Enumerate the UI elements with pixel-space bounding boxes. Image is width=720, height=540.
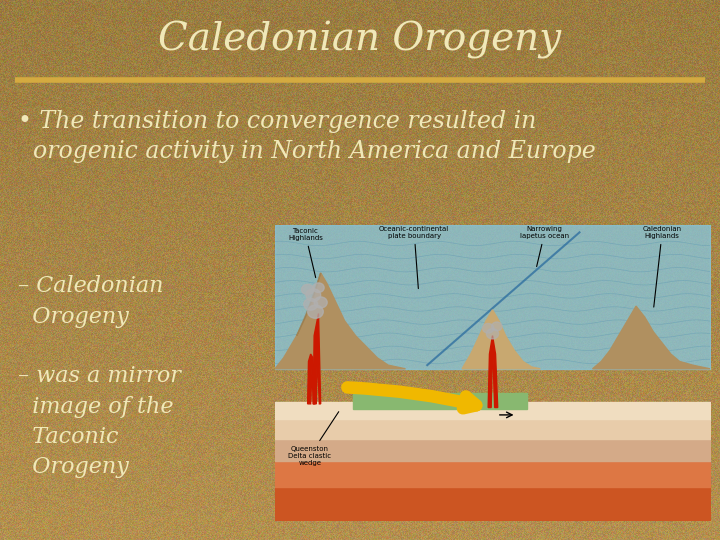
Text: – Caledonian
  Orogeny: – Caledonian Orogeny bbox=[18, 275, 163, 327]
Circle shape bbox=[492, 322, 502, 331]
Circle shape bbox=[307, 305, 323, 318]
Circle shape bbox=[482, 323, 494, 333]
Text: orogenic activity in North America and Europe: orogenic activity in North America and E… bbox=[18, 140, 595, 163]
Circle shape bbox=[304, 299, 318, 310]
Text: Narrowing
Iapetus ocean: Narrowing Iapetus ocean bbox=[520, 226, 570, 267]
Circle shape bbox=[487, 329, 498, 339]
Polygon shape bbox=[593, 306, 710, 369]
Circle shape bbox=[302, 285, 314, 295]
Polygon shape bbox=[307, 354, 315, 404]
Text: Caledonian Orogeny: Caledonian Orogeny bbox=[158, 21, 562, 59]
Text: Oceanic-continental
plate boundary: Oceanic-continental plate boundary bbox=[379, 226, 449, 288]
Text: Caledonian
Highlands: Caledonian Highlands bbox=[642, 226, 682, 307]
Circle shape bbox=[314, 297, 327, 308]
Circle shape bbox=[306, 289, 320, 301]
Polygon shape bbox=[462, 310, 540, 369]
Polygon shape bbox=[313, 314, 320, 404]
Text: Queenston
Delta clastic
wedge: Queenston Delta clastic wedge bbox=[288, 411, 338, 465]
FancyArrowPatch shape bbox=[347, 387, 476, 408]
Text: – was a mirror
  image of the
  Taconic
  Orogeny: – was a mirror image of the Taconic Orog… bbox=[18, 365, 181, 478]
Text: • The transition to convergence resulted in: • The transition to convergence resulted… bbox=[18, 110, 536, 133]
Polygon shape bbox=[354, 393, 527, 409]
Polygon shape bbox=[297, 273, 320, 336]
Text: Taconic
Highlands: Taconic Highlands bbox=[288, 228, 323, 278]
Polygon shape bbox=[275, 273, 405, 369]
Circle shape bbox=[313, 283, 324, 293]
Polygon shape bbox=[488, 336, 498, 408]
